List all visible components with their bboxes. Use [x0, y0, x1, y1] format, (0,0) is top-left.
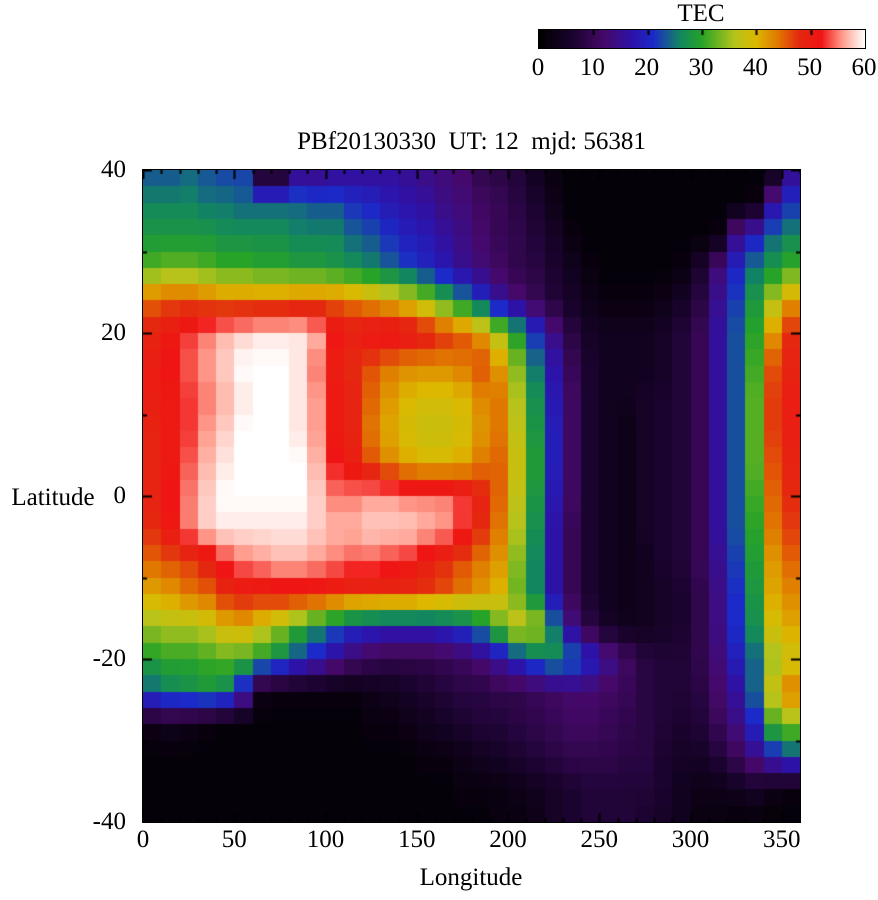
colorbar-tick-label: 30	[688, 54, 714, 81]
colorbar-tick-label: 10	[579, 54, 605, 81]
colorbar-tick-label: 40	[742, 54, 768, 81]
x-tick-label: 100	[306, 826, 345, 853]
y-tick-label: 40	[101, 156, 126, 183]
colorbar-tick-label: 20	[634, 54, 660, 81]
x-tick-label: 350	[763, 826, 801, 853]
colorbar-canvas	[538, 29, 866, 49]
y-axis-label: Latitude	[11, 484, 95, 511]
plot-title: PBf20130330 UT: 12 mjd: 56381	[297, 128, 646, 155]
x-tick-label: 150	[398, 826, 436, 853]
colorbar-tick-label: 0	[531, 54, 545, 81]
colorbar-title: TEC	[677, 0, 725, 27]
y-tick-label: 0	[113, 482, 127, 509]
y-tick-label: -20	[92, 645, 126, 672]
x-tick-label: 200	[489, 826, 527, 853]
x-tick-label: 0	[136, 826, 150, 853]
colorbar-tick-label: 60	[851, 54, 877, 81]
x-tick-label: 300	[671, 826, 710, 853]
x-tick-label: 50	[221, 826, 247, 853]
y-tick-label: 20	[101, 319, 126, 346]
y-tick-label: -40	[92, 808, 126, 835]
colorbar-tick-labels: 0 10 20 30 40 50 60	[0, 54, 878, 82]
x-tick-label: 250	[580, 826, 619, 853]
colorbar-tick-label: 50	[797, 54, 823, 81]
x-axis-label: Longitude	[419, 864, 523, 891]
heatmap-canvas	[142, 169, 801, 823]
